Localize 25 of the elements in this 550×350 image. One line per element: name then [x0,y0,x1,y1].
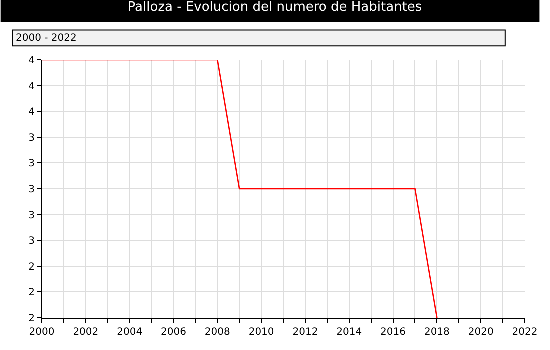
y-tick-label: 2 [28,288,35,299]
y-tick-label: 3 [28,210,35,222]
x-tick-label: 2012 [292,327,318,338]
y-tick-label: 2 [28,314,35,324]
x-tick-label: 2006 [161,327,186,338]
y-tick-label: 2 [28,262,35,273]
y-tick-label: 4 [28,81,35,92]
y-tick-label: 4 [28,107,35,118]
x-tick-label: 2022 [512,327,538,338]
x-tick-label: 2018 [424,327,450,338]
y-tick-label: 3 [28,158,35,170]
chart-title: Palloza - Evolucion del numero de Habitantes [128,0,422,15]
text: 2000 - 2022 [16,33,77,44]
x-tick-label: 2008 [204,327,230,338]
x-tick-label: 2014 [336,327,362,338]
y-tick-label: 4 [28,56,35,66]
x-tick-label: 2010 [248,327,274,338]
x-tick-label: 2002 [73,327,99,338]
y-tick-label: 3 [28,132,35,144]
x-tick-label: 2004 [117,327,143,338]
y-tick-label: 3 [28,236,35,248]
x-tick-label: 2000 [29,327,55,338]
y-tick-label: 3 [28,184,35,196]
x-tick-label: 2020 [468,327,494,338]
x-tick-label: 2016 [380,327,406,338]
